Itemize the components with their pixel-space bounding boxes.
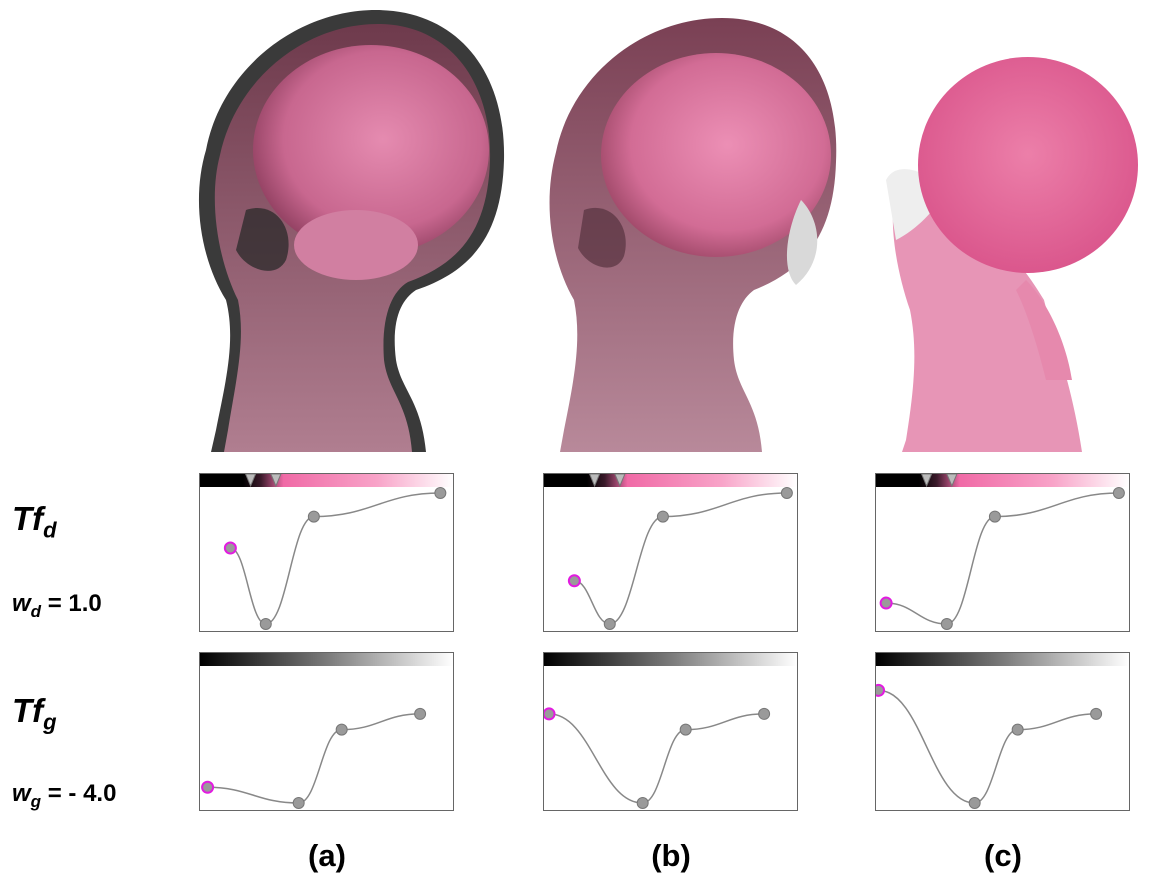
- gradient-tf-curve: [549, 713, 765, 804]
- control-node[interactable]: [988, 510, 1001, 523]
- control-node[interactable]: [758, 707, 771, 720]
- selected-control-node[interactable]: [879, 596, 893, 610]
- gradient-tf-curve: [207, 713, 421, 804]
- gradient-color-bar: [876, 653, 1129, 666]
- w-g-label: wg = - 4.0: [12, 780, 117, 811]
- control-node[interactable]: [603, 618, 616, 630]
- control-node[interactable]: [656, 510, 669, 523]
- gradient-tf-plot-a[interactable]: [200, 653, 455, 812]
- gradient-tf-panel-b[interactable]: [543, 652, 798, 811]
- selected-control-node[interactable]: [223, 541, 237, 555]
- control-node[interactable]: [335, 723, 348, 736]
- selected-control-node[interactable]: [567, 574, 581, 588]
- density-tf-panel-a[interactable]: [199, 473, 454, 632]
- gradient-tf-panel-c[interactable]: [875, 652, 1130, 811]
- control-node[interactable]: [1112, 487, 1125, 499]
- selected-control-node[interactable]: [876, 683, 886, 697]
- density-tf-curve: [574, 492, 787, 625]
- gradient-tf-panel-a[interactable]: [199, 652, 454, 811]
- control-node[interactable]: [259, 618, 272, 630]
- caption-c: (c): [984, 838, 1022, 873]
- control-node[interactable]: [1011, 723, 1024, 736]
- density-tf-plot-b[interactable]: [544, 474, 799, 633]
- density-tf-panel-c[interactable]: [875, 473, 1130, 632]
- control-node[interactable]: [292, 797, 305, 809]
- gradient-tf-curve: [878, 689, 1097, 804]
- control-node[interactable]: [434, 487, 447, 499]
- w-d-label: wd = 1.0: [12, 590, 102, 621]
- density-tf-plot-c[interactable]: [876, 474, 1131, 633]
- gradient-color-bar: [200, 653, 453, 666]
- gradient-tf-plot-b[interactable]: [544, 653, 799, 812]
- density-color-bar: [876, 474, 1129, 487]
- tf-d-label: Tfd: [12, 500, 57, 543]
- selected-control-node[interactable]: [201, 780, 215, 794]
- control-node[interactable]: [679, 723, 692, 736]
- caption-a: (a): [308, 838, 346, 873]
- color-marker-0[interactable]: [245, 474, 257, 488]
- control-node[interactable]: [968, 797, 981, 809]
- control-node[interactable]: [414, 707, 427, 720]
- volume-render-b: [549, 18, 837, 452]
- density-tf-panel-b[interactable]: [543, 473, 798, 632]
- density-tf-plot-a[interactable]: [200, 474, 455, 633]
- selected-control-node[interactable]: [544, 707, 556, 721]
- control-node[interactable]: [307, 510, 320, 523]
- volume-render-c: [886, 57, 1138, 452]
- density-color-bar: [544, 474, 797, 487]
- density-tf-curve: [886, 492, 1119, 625]
- volume-render-a: [198, 10, 505, 452]
- tf-g-label: Tfg: [12, 692, 57, 735]
- density-tf-curve: [230, 492, 441, 625]
- caption-b: (b): [651, 838, 691, 873]
- control-node[interactable]: [636, 797, 649, 809]
- color-marker-1[interactable]: [946, 474, 958, 488]
- gradient-color-bar: [544, 653, 797, 666]
- control-node[interactable]: [940, 618, 953, 630]
- color-marker-1[interactable]: [270, 474, 282, 488]
- gradient-tf-plot-c[interactable]: [876, 653, 1131, 812]
- density-color-bar: [200, 474, 453, 487]
- color-marker-0[interactable]: [921, 474, 933, 488]
- color-marker-0[interactable]: [589, 474, 601, 488]
- color-marker-1[interactable]: [614, 474, 626, 488]
- control-node[interactable]: [1090, 707, 1103, 720]
- control-node[interactable]: [780, 487, 793, 499]
